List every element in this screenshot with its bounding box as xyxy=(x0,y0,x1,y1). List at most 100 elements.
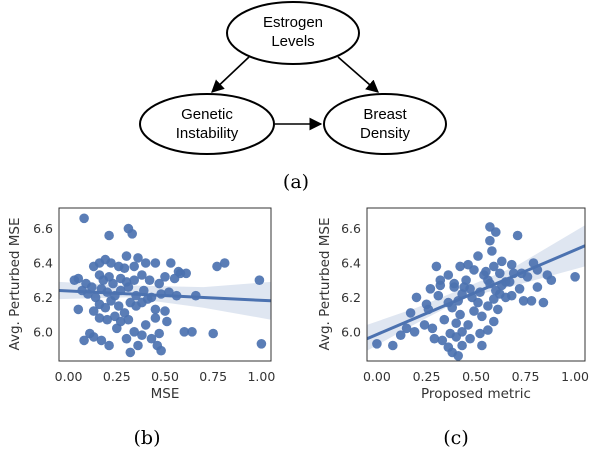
diagram-node-label-line2: Density xyxy=(360,125,411,142)
scatter-point xyxy=(481,266,491,277)
y-tick-label: 6.0 xyxy=(341,324,361,339)
scatter-point xyxy=(443,270,454,280)
x-tick-label: 0.75 xyxy=(199,369,227,384)
scatter-point xyxy=(121,333,132,344)
scatter-point xyxy=(160,306,170,316)
y-tick-label: 6.6 xyxy=(33,221,53,236)
confidence-band xyxy=(59,281,271,320)
scatter-point xyxy=(73,304,84,315)
scatter-point xyxy=(411,292,422,303)
scatter-point xyxy=(88,261,99,272)
scatter-point xyxy=(463,320,473,330)
scatter-point xyxy=(104,340,114,351)
scatter-point xyxy=(459,282,469,292)
x-tick-label: 0.00 xyxy=(55,369,83,384)
diagram-node-label-line1: Genetic xyxy=(181,106,233,123)
y-tick-label: 6.0 xyxy=(33,324,53,339)
scatter-point xyxy=(104,230,114,241)
x-tick-label: 0.75 xyxy=(512,369,540,384)
scatter-point xyxy=(538,297,549,308)
scatter-point xyxy=(570,272,580,282)
y-tick-label: 6.2 xyxy=(341,290,361,305)
scatter-point xyxy=(166,258,176,268)
scatter-point xyxy=(429,333,440,344)
scatter-point xyxy=(473,251,483,261)
confidence-band xyxy=(367,225,585,351)
diagram-node-label-line1: Estrogen xyxy=(263,14,323,31)
y-tick-label: 6.2 xyxy=(33,290,53,305)
scatter-point xyxy=(512,230,523,241)
scatter-point xyxy=(491,227,501,237)
scatter-point xyxy=(150,258,161,268)
diagram-node-label-line2: Instability xyxy=(176,125,239,142)
scatter-point xyxy=(254,275,265,286)
regression-line xyxy=(367,244,585,341)
scatter-point xyxy=(140,258,151,268)
y-tick-label: 6.6 xyxy=(341,221,361,236)
scatter-point xyxy=(491,285,501,296)
scatter-point xyxy=(88,332,99,342)
scatter-point xyxy=(439,314,450,325)
plot-frame xyxy=(366,207,586,362)
scatter-point xyxy=(451,318,462,329)
scatter-point xyxy=(469,306,479,316)
y-tick-label: 6.4 xyxy=(33,256,53,271)
scatter-point xyxy=(79,213,89,224)
scatter-point xyxy=(435,280,446,291)
caption-b: (b) xyxy=(134,427,161,449)
scatter-point xyxy=(477,340,487,351)
scatter-point xyxy=(487,246,497,256)
scatter-point xyxy=(473,297,483,308)
data-points xyxy=(372,222,580,361)
scatter-point xyxy=(100,302,111,313)
x-tick-label: 1.00 xyxy=(561,369,589,384)
y-tick-labels: 6.0 6.2 6.4 6.6 xyxy=(341,221,361,339)
diagram-node-breast-density: Breast Density xyxy=(323,93,447,155)
scatter-point xyxy=(123,314,134,325)
scatter-point xyxy=(506,259,517,270)
scatter-point xyxy=(212,261,222,272)
scatter-point xyxy=(497,256,507,267)
scatter-point xyxy=(123,282,134,292)
regression-line xyxy=(59,289,271,303)
y-axis-label: Avg. Perturbed MSE xyxy=(317,218,333,351)
diagram-node-label-line1: Breast xyxy=(363,106,407,123)
scatter-point xyxy=(489,316,499,327)
scatter-point xyxy=(154,328,164,339)
scatter-point xyxy=(113,301,124,311)
scatter-point xyxy=(455,309,465,320)
scatter-point xyxy=(451,332,462,342)
scatter-point xyxy=(514,284,525,294)
x-axis-label: MSE xyxy=(151,386,180,402)
scatter-point xyxy=(493,304,503,315)
scatter-point xyxy=(175,268,186,279)
scatter-point xyxy=(532,282,543,292)
scatter-point xyxy=(419,320,430,330)
scatter-point xyxy=(108,278,118,289)
scatter-point xyxy=(144,275,155,286)
scatter-point xyxy=(372,339,382,349)
scatter-point xyxy=(427,323,438,334)
scatter-point xyxy=(526,296,537,306)
caption-a: (a) xyxy=(283,171,309,193)
x-tick-labels: 0.00 0.25 0.50 0.75 1.00 xyxy=(363,369,589,384)
scatter-point xyxy=(154,278,164,289)
scatter-point xyxy=(106,296,116,306)
scatter-point xyxy=(125,347,136,358)
scatter-point xyxy=(88,306,99,316)
scatter-point xyxy=(395,330,406,341)
scatter-point xyxy=(127,229,137,239)
diagram-node-label-line2: Levels xyxy=(271,33,314,50)
scatter-point xyxy=(129,275,139,286)
scatter-point xyxy=(401,323,412,334)
scatter-point xyxy=(483,301,493,311)
scatter-point xyxy=(139,285,149,296)
scatter-point xyxy=(457,340,467,351)
scatter-point xyxy=(142,294,153,304)
scatter-point xyxy=(137,330,147,341)
caption-c: (c) xyxy=(443,427,468,449)
diagram-node-genetic-instability: Genetic Instability xyxy=(139,93,275,155)
scatter-point xyxy=(187,327,197,337)
y-tick-label: 6.4 xyxy=(341,256,361,271)
